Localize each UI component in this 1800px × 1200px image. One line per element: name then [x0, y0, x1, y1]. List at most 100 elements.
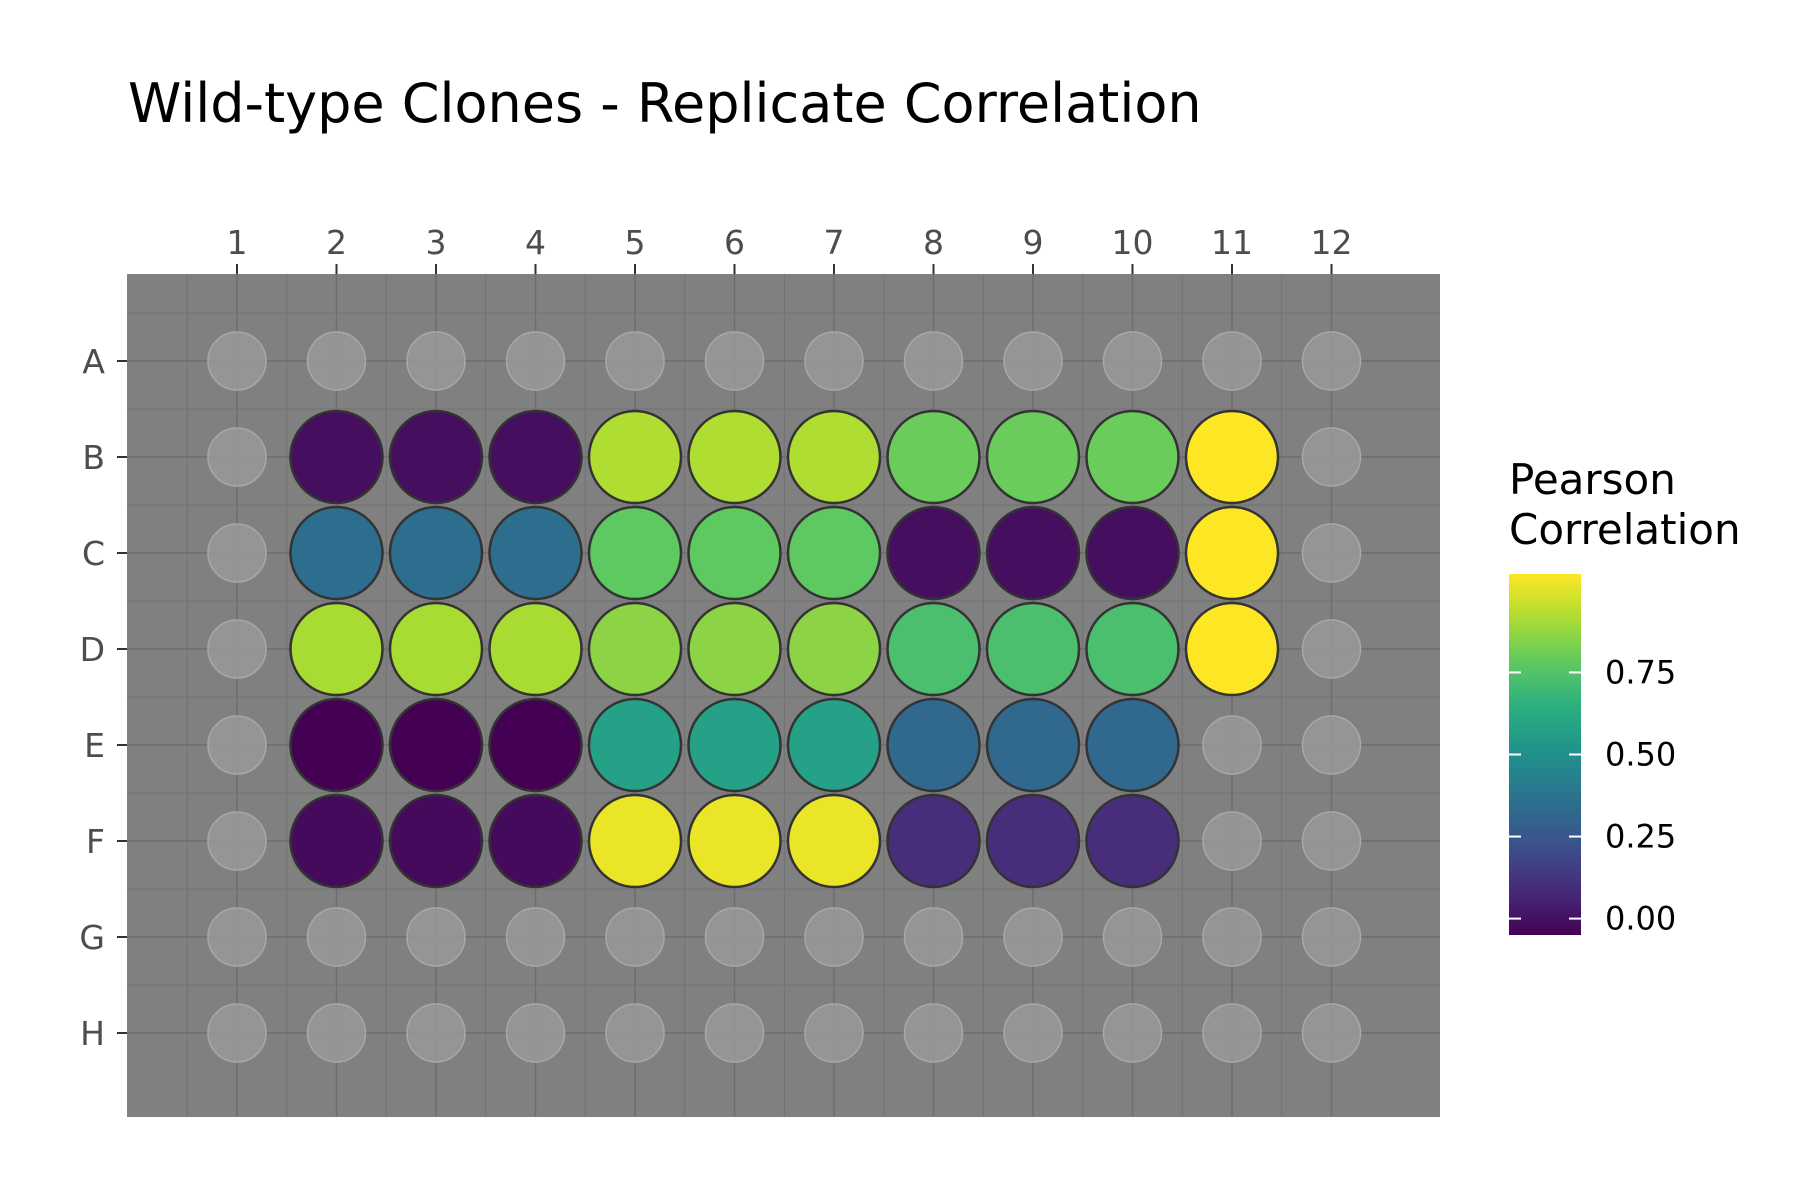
well-C8 [886, 505, 981, 601]
x-tick-label: 1 [227, 223, 248, 262]
well-D4 [488, 601, 583, 697]
well-B4 [488, 409, 583, 505]
empty-well [605, 1003, 665, 1063]
empty-well [605, 331, 665, 391]
empty-well [903, 907, 964, 967]
well-C5 [587, 505, 683, 601]
empty-well [207, 427, 267, 487]
empty-well [1202, 907, 1262, 967]
well-B3 [388, 409, 484, 505]
well-C3 [388, 505, 484, 601]
well-D10 [1085, 601, 1180, 697]
colorbar-tick-label: 0.00 [1605, 900, 1676, 938]
y-tick-label: D [80, 630, 105, 669]
empty-well [207, 1003, 267, 1063]
well-C4 [488, 505, 583, 601]
well-E8 [886, 697, 981, 793]
y-tick-label: F [86, 822, 105, 861]
well-B9 [985, 409, 1081, 505]
empty-well [704, 331, 765, 391]
well-F2 [289, 793, 384, 889]
empty-well [505, 907, 566, 967]
y-tick-label: C [82, 534, 105, 573]
empty-well [406, 907, 466, 967]
empty-well [704, 1003, 765, 1063]
well-D8 [886, 601, 981, 697]
legend-title-line-2: Correlation [1509, 505, 1741, 554]
well-E4 [488, 697, 583, 793]
well-B6 [687, 409, 782, 505]
empty-well [1301, 619, 1362, 679]
empty-well [704, 907, 765, 967]
legend-title-line-1: Pearson [1509, 455, 1676, 504]
x-tick-label: 5 [625, 223, 646, 262]
empty-well [207, 715, 267, 775]
well-E5 [587, 697, 683, 793]
well-E6 [687, 697, 782, 793]
well-F9 [985, 793, 1081, 889]
plot-panel [127, 274, 1440, 1117]
empty-well [1202, 1003, 1262, 1063]
empty-well [207, 523, 267, 583]
empty-well [207, 331, 267, 391]
colorbar-tick-label: 0.75 [1605, 653, 1676, 691]
empty-well [406, 1003, 466, 1063]
empty-well [306, 907, 367, 967]
wells [207, 331, 1362, 1063]
well-C11 [1184, 505, 1280, 601]
well-D2 [289, 601, 384, 697]
well-B10 [1085, 409, 1180, 505]
empty-well [903, 331, 964, 391]
empty-well [1301, 715, 1362, 775]
well-B2 [289, 409, 384, 505]
well-E3 [388, 697, 484, 793]
x-tick-label: 4 [525, 223, 546, 262]
y-tick-label: A [82, 342, 105, 381]
well-C9 [985, 505, 1081, 601]
well-B8 [886, 409, 981, 505]
legend: Pearson Correlation 0.00 0.25 0.50 0.75 [1509, 455, 1741, 938]
empty-well [1301, 1003, 1362, 1063]
empty-well [1202, 715, 1262, 775]
well-D3 [388, 601, 484, 697]
empty-well [1301, 427, 1362, 487]
x-tick-label: 2 [326, 223, 347, 262]
colorbar-tick-label: 0.25 [1605, 818, 1676, 856]
empty-well [1003, 1003, 1063, 1063]
empty-well [903, 1003, 964, 1063]
empty-well [1003, 331, 1063, 391]
well-F5 [587, 793, 683, 889]
empty-well [1202, 811, 1262, 871]
well-B11 [1184, 409, 1280, 505]
well-F3 [388, 793, 484, 889]
empty-well [1301, 907, 1362, 967]
colorbar-tick-label: 0.50 [1605, 736, 1676, 774]
well-D5 [587, 601, 683, 697]
empty-well [505, 1003, 566, 1063]
well-F8 [886, 793, 981, 889]
empty-well [207, 907, 267, 967]
empty-well [1202, 331, 1262, 391]
x-tick-label: 7 [824, 223, 845, 262]
well-F6 [687, 793, 782, 889]
well-E10 [1085, 697, 1180, 793]
x-tick-label: 11 [1211, 223, 1253, 262]
well-C7 [786, 505, 882, 601]
x-tick-label: 6 [724, 223, 745, 262]
empty-well [505, 331, 566, 391]
well-E2 [289, 697, 384, 793]
empty-well [1102, 907, 1163, 967]
x-tick-label: 12 [1311, 223, 1353, 262]
well-E7 [786, 697, 882, 793]
well-D11 [1184, 601, 1280, 697]
empty-well [804, 331, 864, 391]
well-B5 [587, 409, 683, 505]
x-tick-label: 10 [1112, 223, 1154, 262]
empty-well [1301, 331, 1362, 391]
well-E9 [985, 697, 1081, 793]
well-C2 [289, 505, 384, 601]
x-tick-label: 8 [923, 223, 944, 262]
empty-well [406, 331, 466, 391]
x-tick-label: 9 [1023, 223, 1044, 262]
